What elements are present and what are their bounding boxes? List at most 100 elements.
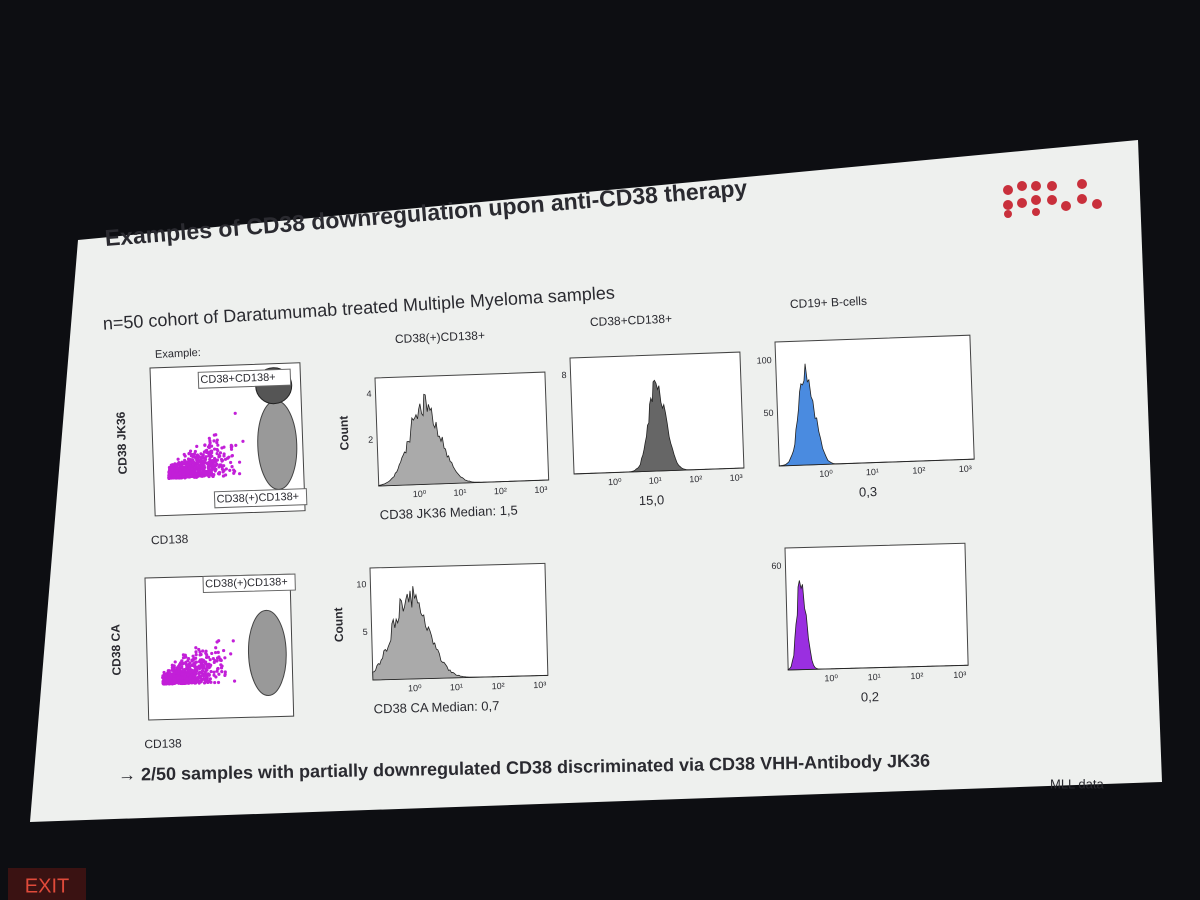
- event-dot: [168, 476, 173, 480]
- exit-sign-box: [8, 868, 86, 900]
- source: MLL data: [1050, 776, 1104, 791]
- event-dot: [176, 466, 180, 470]
- x-tick-label: 10²: [912, 465, 925, 475]
- event-dot: [182, 467, 187, 471]
- event-dot: [184, 655, 188, 659]
- event-dot: [205, 667, 209, 672]
- histogram-panel: 5 10 10⁰ 10¹ 10² 10³ Count CD38 CA Median: 0,7: [331, 562, 549, 716]
- event-dot: [166, 669, 170, 673]
- event-dot: [200, 474, 205, 478]
- event-dot: [200, 669, 205, 673]
- event-dot: [228, 468, 232, 472]
- event-dot: [188, 679, 193, 683]
- event-dot: [191, 455, 195, 459]
- event-dot: [172, 677, 176, 681]
- event-dot: [200, 678, 204, 682]
- event-dot: [237, 472, 242, 476]
- event-dot: [180, 672, 185, 676]
- column-header: CD38(+)CD138+: [395, 328, 486, 346]
- event-dot: [180, 660, 184, 664]
- event-dot: [169, 675, 173, 680]
- event-dot: [199, 452, 203, 456]
- event-dot: [191, 678, 195, 682]
- gate-label: CD38+CD138+: [200, 372, 276, 387]
- gate-label-box: [213, 488, 308, 509]
- event-dot: [214, 646, 218, 650]
- event-dot: [215, 452, 219, 456]
- event-dot: [221, 470, 225, 474]
- event-dot: [234, 443, 238, 447]
- x-tick-label: 10¹: [450, 682, 463, 692]
- event-dot: [170, 663, 174, 667]
- event-dot: [212, 466, 216, 470]
- event-dot: [213, 650, 218, 655]
- event-dot: [194, 646, 198, 650]
- event-dot: [194, 660, 198, 664]
- event-dot: [162, 670, 166, 675]
- event-dot: [197, 464, 201, 469]
- event-dot: [203, 673, 207, 677]
- exit-sign: EXIT: [25, 875, 69, 897]
- event-dot: [193, 475, 197, 479]
- event-dot: [219, 463, 223, 467]
- column-header: CD19+ B-cells: [790, 294, 868, 311]
- event-dot: [212, 439, 216, 443]
- histogram-shape: [378, 393, 549, 487]
- event-dot: [198, 653, 202, 657]
- event-dot: [172, 671, 176, 675]
- event-dot: [204, 455, 208, 459]
- event-dot: [203, 472, 208, 477]
- event-dot: [213, 658, 217, 663]
- event-dot: [169, 463, 173, 467]
- event-dot: [189, 474, 194, 478]
- gate-label-box: [197, 368, 292, 389]
- event-dot: [181, 653, 186, 657]
- event-dot: [192, 662, 196, 667]
- event-dot: [208, 658, 212, 662]
- event-dot: [174, 469, 179, 473]
- gate-label: CD38(+)CD138+: [216, 491, 299, 506]
- x-tick-label: 10⁰: [824, 673, 838, 683]
- event-dot: [201, 649, 205, 653]
- event-dot: [212, 456, 217, 461]
- event-dot: [207, 461, 211, 465]
- event-dot: [203, 443, 207, 447]
- logo: [1003, 179, 1102, 218]
- event-dot: [201, 666, 205, 670]
- x-tick-label: 10²: [689, 474, 702, 484]
- histogram-shape: [372, 586, 548, 681]
- event-dot: [229, 445, 233, 449]
- x-tick-label: 10¹: [866, 467, 879, 477]
- x-tick-label: 10²: [910, 671, 923, 681]
- event-dot: [215, 440, 219, 445]
- event-dot: [186, 672, 190, 677]
- event-dot: [188, 461, 192, 465]
- event-dot: [212, 433, 216, 437]
- histogram-panel: 2 4 10⁰ 10¹ 10² 10³ Count CD38 JK36 Median: 1,5: [336, 371, 550, 522]
- event-dot: [209, 449, 213, 453]
- event-dot: [186, 657, 191, 661]
- y-axis-label: Count: [331, 607, 346, 642]
- gate-label-box: [202, 573, 296, 593]
- event-dot: [199, 457, 203, 462]
- event-dot: [190, 467, 194, 471]
- y-tick-label: 100: [756, 355, 771, 366]
- event-dot: [188, 675, 192, 680]
- x-tick-label: 10³: [533, 680, 546, 690]
- event-dot: [185, 665, 189, 669]
- event-dot: [231, 639, 235, 643]
- event-dot: [173, 660, 177, 664]
- event-dot: [223, 656, 227, 660]
- y-tick-label: 8: [561, 370, 566, 380]
- event-dot: [227, 455, 231, 459]
- event-dot: [203, 661, 208, 665]
- event-dot: [163, 680, 167, 685]
- x-tick-label: 10⁰: [408, 683, 422, 693]
- event-dot: [178, 471, 182, 475]
- event-dot: [215, 640, 219, 644]
- event-dot: [188, 451, 192, 455]
- event-dot: [182, 452, 186, 457]
- event-dot: [217, 472, 221, 476]
- event-dot: [176, 457, 180, 461]
- y-axis-label: Count: [336, 416, 351, 451]
